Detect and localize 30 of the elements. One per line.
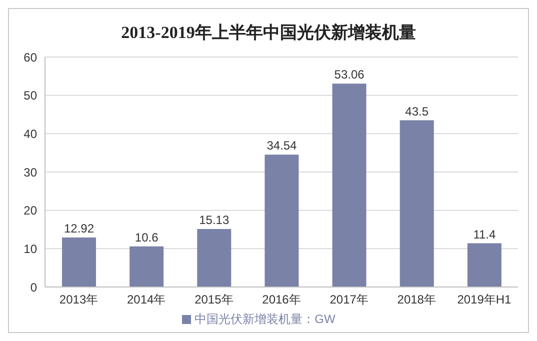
- y-tick-label: 30: [24, 165, 38, 180]
- y-tick-label: 20: [24, 204, 38, 218]
- data-label: 43.5: [405, 104, 429, 118]
- bar: [197, 229, 232, 287]
- data-label: 12.92: [64, 221, 94, 236]
- data-label: 34.54: [266, 138, 298, 153]
- bar: [62, 237, 96, 287]
- x-tick-label: 2019年H1: [457, 292, 512, 307]
- y-tick-label: 0: [30, 280, 38, 294]
- x-tick-label: 2017年: [330, 292, 368, 307]
- data-label: 10.6: [134, 230, 159, 244]
- y-tick-label: 50: [24, 88, 38, 103]
- y-tick-label: 60: [24, 50, 38, 64]
- x-tick-label: 2016年: [262, 292, 301, 307]
- chart-title: 2013-2019年上半年中国光伏新增装机量: [120, 22, 417, 44]
- x-tick-label: 2013年: [59, 292, 98, 307]
- data-label: 53.06: [334, 68, 365, 82]
- bar: [467, 243, 502, 287]
- data-label: 11.4: [473, 227, 496, 242]
- data-label: 15.13: [199, 213, 230, 227]
- x-tick-label: 2014年: [127, 292, 166, 307]
- y-tick-label: 10: [24, 242, 38, 256]
- bar: [130, 246, 164, 287]
- legend-label: 中国光伏新增装机量：GW: [194, 312, 336, 326]
- bar: [264, 154, 299, 287]
- bar: [400, 120, 434, 287]
- bar: [332, 84, 366, 287]
- x-tick-label: 2018年: [397, 292, 436, 307]
- x-tick-label: 2015年: [194, 292, 234, 307]
- y-tick-label: 40: [24, 126, 38, 141]
